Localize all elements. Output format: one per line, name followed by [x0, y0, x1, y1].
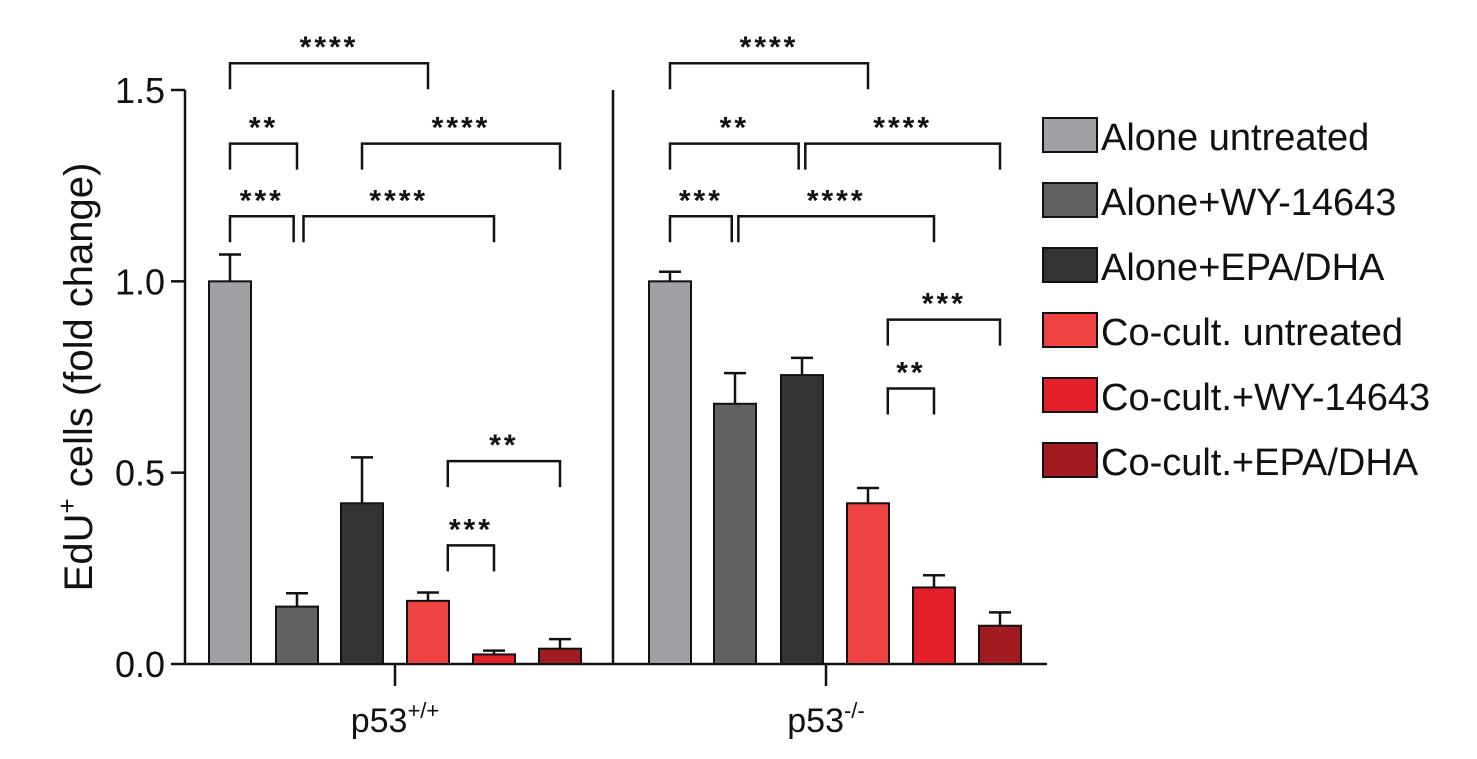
significance-label: ***: [922, 288, 966, 321]
bar: [978, 624, 1022, 666]
significance-label: ****: [807, 184, 866, 217]
legend-entry-label: Co-cult.+EPA/DHA: [1101, 442, 1419, 484]
significance-label: **: [249, 112, 278, 145]
y-axis-title: EdU+ cells (fold change): [52, 163, 101, 592]
bar: [340, 502, 384, 665]
legend-swatch: [1042, 377, 1098, 413]
significance-label: ****: [873, 112, 932, 145]
legend-swatch: [1042, 442, 1098, 478]
significance-bracket: [228, 215, 295, 243]
legend-entry-label: Alone+EPA/DHA: [1101, 247, 1385, 289]
legend-swatch: [1042, 182, 1098, 218]
y-tick-label: 1.0: [115, 261, 165, 302]
significance-bracket: [446, 459, 562, 488]
legend-entry-label: Co-cult. untreated: [1101, 312, 1403, 354]
bar: [275, 605, 319, 665]
significance-label: ****: [300, 31, 359, 64]
significance-label: **: [720, 112, 749, 145]
significance-brackets: ****** ******* *************** ******* *****…: [228, 31, 1002, 572]
significance-bracket: [668, 215, 733, 243]
y-tick-label: 0.0: [115, 644, 165, 685]
significance-bracket: [668, 61, 870, 90]
significance-bracket: [804, 142, 1002, 170]
error-bars: [219, 253, 1011, 655]
significance-bracket: [302, 215, 496, 243]
significance-bracket: [668, 142, 800, 170]
y-tick-label: 0.5: [115, 453, 165, 494]
significance-label: ***: [240, 184, 284, 217]
significance-label: ****: [740, 31, 799, 64]
legend: Alone untreated Alone+WY-14643 Alone+EPA/D…: [1042, 117, 1430, 484]
axes: 0.0 0.5 1.0 1.5 p53+/+ p53-/- EdU+ cells (fold…: [52, 70, 1047, 740]
bar: [912, 586, 956, 666]
y-tick-label: 1.5: [115, 70, 165, 111]
x-group-label: p53+/+: [351, 698, 440, 740]
significance-label: ***: [679, 184, 723, 217]
x-group-label: p53-/-: [787, 698, 865, 740]
bar: [472, 653, 516, 666]
legend-swatch: [1042, 117, 1098, 153]
bar: [780, 374, 824, 665]
legend-swatch: [1042, 247, 1098, 283]
significance-label: ****: [369, 184, 428, 217]
significance-label: ****: [432, 112, 491, 145]
significance-bracket: [446, 544, 496, 572]
significance-bracket: [360, 142, 562, 170]
significance-label: **: [489, 429, 518, 462]
significance-bracket: [228, 61, 430, 90]
significance-label: ***: [449, 513, 493, 546]
bars: [208, 280, 1022, 666]
bar: [713, 402, 757, 665]
significance-bracket: [886, 387, 936, 415]
bar: [648, 280, 692, 665]
legend-entry-label: Co-cult.+WY-14643: [1101, 377, 1430, 419]
legend-swatch: [1042, 312, 1098, 348]
bar: [538, 647, 582, 666]
bar: [846, 502, 890, 665]
significance-label: **: [896, 356, 925, 389]
bar: [208, 280, 252, 665]
bar: [406, 599, 450, 665]
significance-bracket: [228, 142, 299, 170]
significance-bracket: [886, 318, 1002, 346]
significance-bracket: [737, 215, 936, 243]
legend-entry-label: Alone+WY-14643: [1101, 182, 1396, 224]
legend-entry-label: Alone untreated: [1101, 117, 1369, 159]
